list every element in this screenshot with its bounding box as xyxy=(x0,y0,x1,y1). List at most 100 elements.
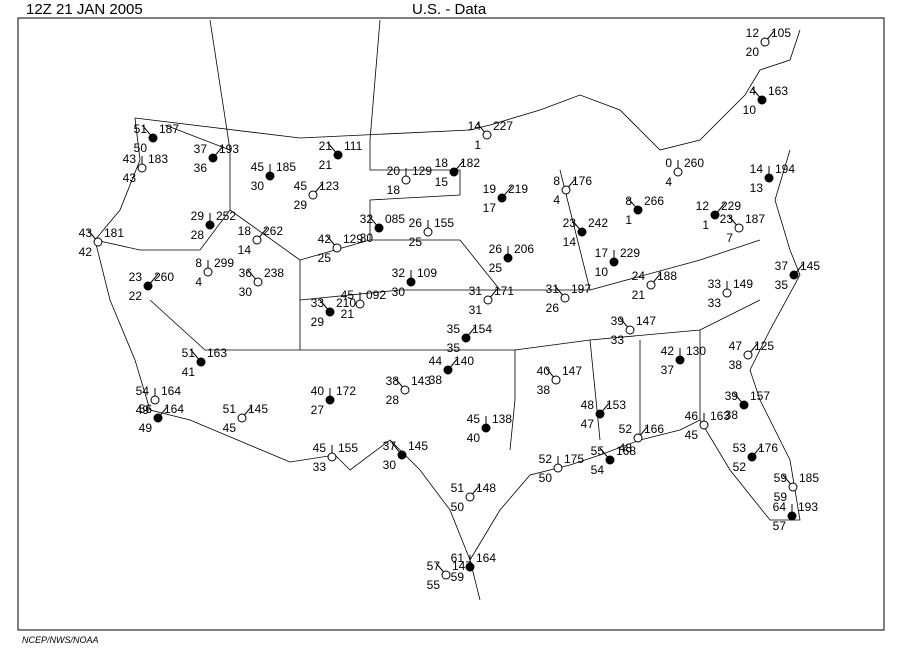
dewpoint: 25 xyxy=(409,235,423,249)
temperature: 33 xyxy=(311,296,325,310)
dewpoint: 38 xyxy=(537,383,551,397)
dewpoint: 47 xyxy=(581,417,595,431)
pressure: 157 xyxy=(750,389,770,403)
pressure: 145 xyxy=(800,259,820,273)
temperature: 14 xyxy=(750,162,764,176)
station-marker xyxy=(332,243,342,253)
station-marker xyxy=(308,190,318,200)
header-time: 12Z 21 JAN 2005 xyxy=(26,1,143,18)
pressure: 092 xyxy=(366,288,386,302)
pressure: 123 xyxy=(319,179,339,193)
dewpoint: 25 xyxy=(489,261,503,275)
pressure: 193 xyxy=(219,142,239,156)
footer-credit: NCEP/NWS/NOAA xyxy=(22,635,99,645)
pressure: 262 xyxy=(263,224,283,238)
pressure: 219 xyxy=(508,182,528,196)
dewpoint: 1 xyxy=(625,213,632,227)
temperature: 43 xyxy=(123,152,137,166)
dewpoint: 30 xyxy=(383,458,397,472)
temperature: 42 xyxy=(318,232,332,246)
pressure: 242 xyxy=(588,216,608,230)
temperature: 57 xyxy=(427,559,441,573)
dewpoint: 26 xyxy=(546,301,560,315)
station-marker xyxy=(148,133,158,143)
temperature: 40 xyxy=(537,364,551,378)
station-marker xyxy=(355,299,365,309)
station-marker xyxy=(143,281,153,291)
temperature: 23 xyxy=(129,270,143,284)
station-marker xyxy=(333,150,343,160)
station-marker xyxy=(443,365,453,375)
dewpoint: 54 xyxy=(591,463,605,477)
pressure: 154 xyxy=(472,322,492,336)
pressure: 187 xyxy=(745,212,765,226)
temperature: 23 xyxy=(563,216,577,230)
dewpoint: 35 xyxy=(775,278,789,292)
temperature: 51 xyxy=(134,122,148,136)
pressure: 227 xyxy=(493,119,513,133)
dewpoint: 59 xyxy=(774,490,788,504)
station-marker xyxy=(461,333,471,343)
temperature: 8 xyxy=(195,256,202,270)
pressure: 210 xyxy=(336,296,356,310)
station-marker xyxy=(605,455,615,465)
pressure: 171 xyxy=(494,284,514,298)
temperature: 45 xyxy=(467,412,481,426)
station-marker xyxy=(327,452,337,462)
station-marker xyxy=(449,167,459,177)
dewpoint: 30 xyxy=(251,179,265,193)
station-marker xyxy=(465,492,475,502)
temperature: 14 xyxy=(468,119,482,133)
pressure: 111 xyxy=(344,139,363,153)
station-marker xyxy=(561,185,571,195)
temperature: 39 xyxy=(611,314,625,328)
dewpoint: 15 xyxy=(435,175,449,189)
station-marker xyxy=(734,223,744,233)
temperature: 43 xyxy=(79,226,93,240)
dewpoint: 1 xyxy=(474,138,481,152)
pressure: 147 xyxy=(562,364,582,378)
dewpoint: 10 xyxy=(743,103,757,117)
pressure: 194 xyxy=(775,162,795,176)
dewpoint: 52 xyxy=(733,460,747,474)
dewpoint: 45 xyxy=(223,421,237,435)
temperature: 12 xyxy=(696,199,710,213)
dewpoint: 35 xyxy=(447,341,461,355)
pressure: 130 xyxy=(686,344,706,358)
temperature: 29 xyxy=(191,209,205,223)
station-marker xyxy=(633,433,643,443)
temperature: 37 xyxy=(775,259,789,273)
temperature: 18 xyxy=(238,224,252,238)
pressure: 193 xyxy=(798,500,818,514)
temperature: 18 xyxy=(435,156,449,170)
dewpoint: 21 xyxy=(319,158,333,172)
temperature: 52 xyxy=(539,452,553,466)
temperature: 55 xyxy=(591,444,605,458)
temperature: 64 xyxy=(773,500,787,514)
station-marker xyxy=(722,288,732,298)
dewpoint: 18 xyxy=(387,183,401,197)
dewpoint: 57 xyxy=(773,519,787,533)
dewpoint: 30 xyxy=(360,231,374,245)
temperature: 19 xyxy=(483,182,497,196)
station-marker xyxy=(203,267,213,277)
map-outlines xyxy=(94,19,801,601)
temperature: 32 xyxy=(360,212,374,226)
station-marker xyxy=(441,570,451,580)
dewpoint: 36 xyxy=(194,161,208,175)
pressure: 176 xyxy=(572,174,592,188)
pressure: 129 xyxy=(412,164,432,178)
pressure: 163 xyxy=(207,346,227,360)
station-marker xyxy=(253,277,263,287)
pressure: 266 xyxy=(644,194,664,208)
dewpoint: 38 xyxy=(429,373,443,387)
dewpoint: 10 xyxy=(595,265,609,279)
temperature: 12 xyxy=(746,26,760,40)
pressure: 164 xyxy=(476,551,496,565)
station-marker xyxy=(757,95,767,105)
station-marker xyxy=(625,325,635,335)
temperature: 20 xyxy=(387,164,401,178)
station-marker xyxy=(406,277,416,287)
station-marker xyxy=(646,280,656,290)
station-marker xyxy=(577,227,587,237)
